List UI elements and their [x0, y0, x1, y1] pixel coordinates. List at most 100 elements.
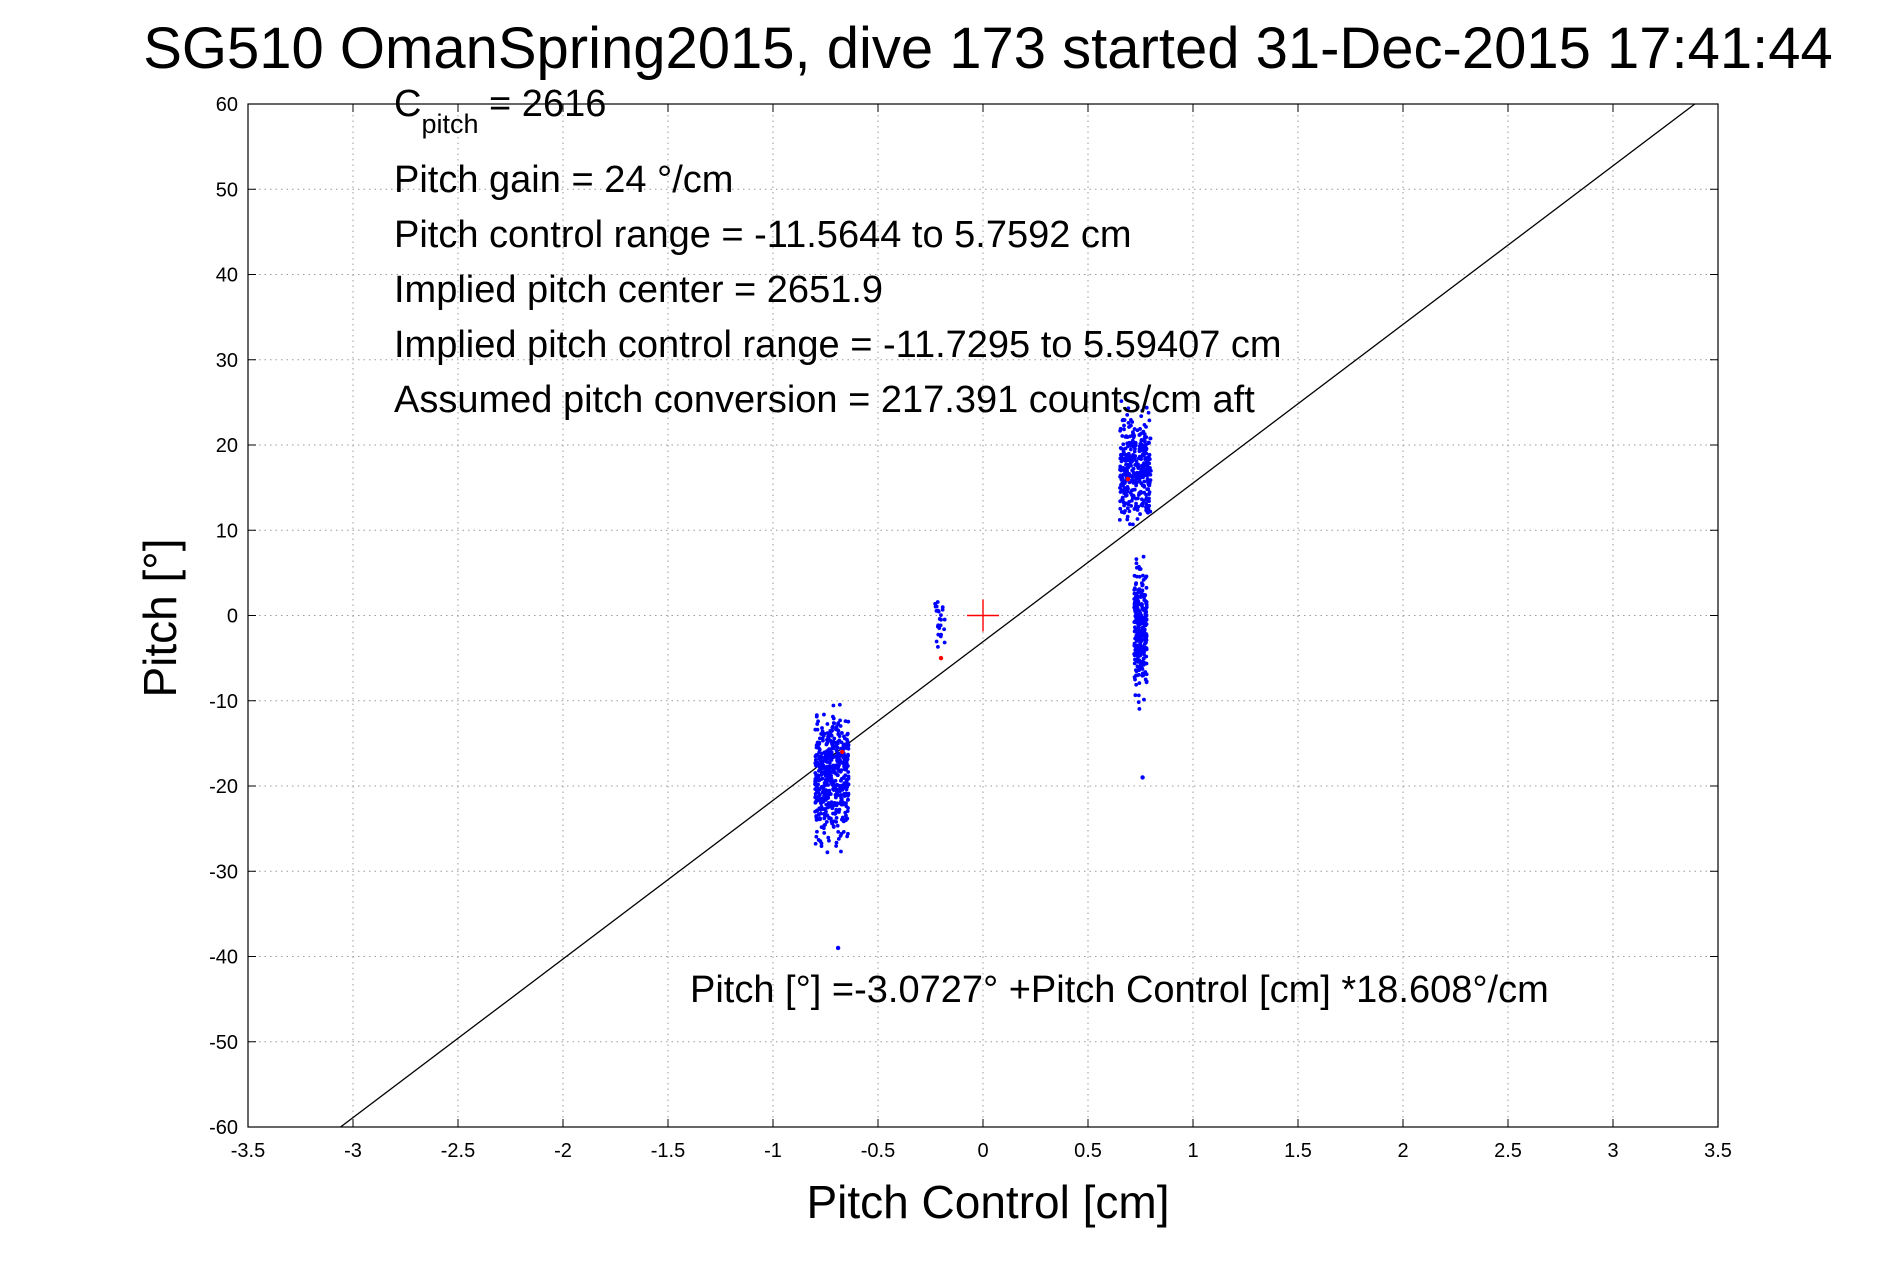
data-point: [826, 801, 831, 805]
data-point: [936, 644, 940, 649]
data-point: [1129, 463, 1133, 468]
data-point: [937, 617, 942, 621]
data-point: [1133, 693, 1138, 698]
data-point: [1139, 414, 1144, 419]
data-point: [936, 609, 941, 614]
data-point: [844, 791, 848, 796]
data-point: [822, 758, 827, 763]
data-point: [816, 812, 821, 817]
data-point: [824, 742, 829, 747]
data-point: [834, 816, 839, 820]
data-point: [1132, 643, 1137, 648]
data-point: [1148, 466, 1152, 470]
data-point: [835, 741, 840, 746]
data-point: [1125, 476, 1131, 482]
data-point: [1118, 506, 1123, 511]
data-point: [1147, 440, 1151, 445]
data-point: [1119, 510, 1124, 514]
data-point: [844, 801, 848, 806]
data-point: [815, 829, 819, 834]
y-tick-label: 60: [216, 94, 238, 116]
data-point: [833, 786, 838, 791]
data-point: [1132, 591, 1137, 596]
data-point: [942, 640, 947, 645]
data-point: [1144, 610, 1149, 615]
fit-line: [340, 103, 1696, 1128]
data-point: [838, 769, 843, 774]
data-point: [844, 785, 849, 790]
data-point: [822, 816, 827, 821]
data-point: [1134, 483, 1139, 488]
data-point: [1140, 408, 1145, 413]
data-point: [846, 797, 850, 802]
y-tick-label: -30: [209, 861, 238, 883]
data-point: [1135, 626, 1140, 631]
data-point: [834, 807, 839, 812]
pitch-gain-annotation: Pitch gain = 24 °/cm: [394, 159, 733, 201]
data-point: [1139, 463, 1144, 468]
data-point: [1124, 462, 1128, 467]
data-point: [1137, 567, 1142, 571]
data-point: [1131, 493, 1136, 498]
data-point: [1122, 481, 1127, 485]
data-point: [1121, 488, 1126, 493]
data-point: [827, 815, 832, 820]
data-point: [1132, 573, 1137, 578]
data-point: [842, 734, 846, 739]
data-point: [834, 840, 839, 845]
data-point: [1142, 617, 1147, 622]
data-point: [1144, 602, 1149, 607]
y-tick-label: 40: [216, 265, 238, 287]
data-point: [823, 792, 828, 797]
data-point: [844, 766, 849, 771]
data-point: [1138, 617, 1143, 622]
data-point: [833, 793, 838, 797]
data-point: [815, 809, 820, 813]
data-point: [820, 726, 824, 730]
data-point: [1131, 456, 1136, 460]
data-point: [819, 804, 824, 809]
data-point: [838, 758, 843, 763]
data-point: [1138, 427, 1142, 431]
data-point: [1126, 486, 1130, 491]
data-point: [1136, 622, 1141, 627]
y-tick-label: 50: [216, 179, 238, 201]
pitch-control-range-annotation: Pitch control range = -11.5644 to 5.7592…: [394, 214, 1132, 256]
data-point: [1135, 517, 1140, 521]
data-point: [844, 778, 849, 782]
data-point: [844, 804, 849, 809]
x-tick-label: -2.5: [441, 1140, 475, 1162]
data-point: [1144, 585, 1149, 590]
data-point: [1140, 625, 1145, 630]
data-point: [1134, 557, 1139, 562]
data-point: [836, 721, 841, 726]
data-point: [1120, 434, 1125, 438]
y-tick-label: 10: [216, 520, 238, 542]
data-point: [1121, 442, 1126, 447]
data-point: [1127, 509, 1132, 514]
data-point: [1130, 438, 1135, 443]
data-point: [826, 789, 831, 793]
data-point: [827, 838, 831, 843]
data-point: [1148, 436, 1153, 441]
data-point: [1137, 707, 1142, 711]
data-point: [831, 755, 836, 760]
data-point: [819, 825, 824, 830]
data-point: [824, 754, 828, 759]
data-point: [836, 836, 841, 841]
data-point: [1125, 441, 1130, 446]
data-point: [813, 727, 818, 732]
data-point: [1120, 418, 1125, 423]
data-point: [1119, 482, 1124, 487]
data-point: [1139, 497, 1144, 502]
data-point: [828, 728, 833, 733]
data-point: [840, 731, 844, 735]
data-point: [845, 746, 850, 751]
data-point: [1122, 427, 1126, 432]
data-point: [838, 778, 843, 783]
data-point: [819, 731, 824, 736]
data-point: [1136, 600, 1141, 605]
y-axis-label: Pitch [°]: [134, 538, 186, 697]
data-point: [835, 789, 839, 794]
